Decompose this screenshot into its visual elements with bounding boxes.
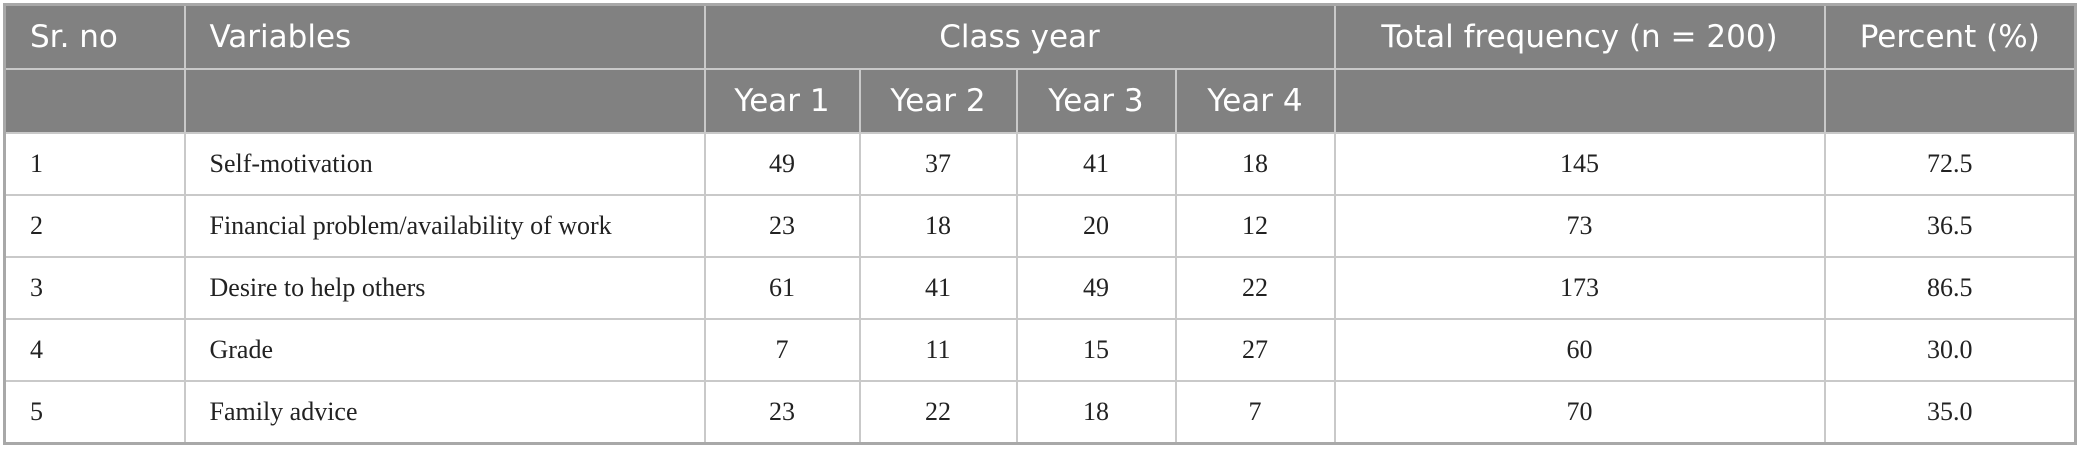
header-cell: Class year <box>703 3 1336 70</box>
table-cell: 18 <box>1174 132 1336 196</box>
table-cell: 18 <box>1015 380 1177 445</box>
table-cell: 15 <box>1015 318 1177 382</box>
header-cell: Year 3 <box>1015 68 1177 134</box>
table-cell: 73 <box>1333 194 1826 258</box>
table-row: 3 Desire to help others 61 41 49 22 173 86.5 <box>3 256 2077 320</box>
page: Sr. no Variables Class year Total freque… <box>0 3 2077 454</box>
header-cell: Year 4 <box>1174 68 1336 134</box>
table-cell: 4 <box>3 318 186 382</box>
table-cell: 60 <box>1333 318 1826 382</box>
table-cell: 72.5 <box>1823 132 2077 196</box>
table-cell: 11 <box>858 318 1018 382</box>
table-cell: 7 <box>703 318 861 382</box>
table-row: 1 Self-motivation 49 37 41 18 145 72.5 <box>3 132 2077 196</box>
table-row: 2 Financial problem/availability of work 2… <box>3 194 2077 258</box>
header-cell <box>1333 68 1826 134</box>
header-cell <box>1823 68 2077 134</box>
header-cell: Percent (%) <box>1823 3 2077 70</box>
table-cell: Financial problem/availability of work <box>183 194 706 258</box>
table-cell: 49 <box>703 132 861 196</box>
header-cell <box>3 68 186 134</box>
table-cell: 12 <box>1174 194 1336 258</box>
table-cell: 173 <box>1333 256 1826 320</box>
table-cell: 3 <box>3 256 186 320</box>
table-cell: 41 <box>858 256 1018 320</box>
table-cell: Desire to help others <box>183 256 706 320</box>
table-cell: 86.5 <box>1823 256 2077 320</box>
table-cell: 61 <box>703 256 861 320</box>
table-cell: 30.0 <box>1823 318 2077 382</box>
table-cell: 1 <box>3 132 186 196</box>
table-cell: 7 <box>1174 380 1336 445</box>
table-cell: 27 <box>1174 318 1336 382</box>
table-row: 4 Grade 7 11 15 27 60 30.0 <box>3 318 2077 382</box>
table-cell: Family advice <box>183 380 706 445</box>
table-cell: Self-motivation <box>183 132 706 196</box>
data-table: Sr. no Variables Class year Total freque… <box>3 3 2077 445</box>
header-cell: Year 2 <box>858 68 1018 134</box>
header-cell: Year 1 <box>703 68 861 134</box>
table-cell: 70 <box>1333 380 1826 445</box>
header-cell: Sr. no <box>3 3 186 70</box>
table-row: 5 Family advice 23 22 18 7 70 35.0 <box>3 380 2077 445</box>
table-cell: 22 <box>1174 256 1336 320</box>
table-cell: 2 <box>3 194 186 258</box>
table-cell: 22 <box>858 380 1018 445</box>
table-cell: 23 <box>703 380 861 445</box>
table-cell: Grade <box>183 318 706 382</box>
table-cell: 18 <box>858 194 1018 258</box>
table-cell: 5 <box>3 380 186 445</box>
table-cell: 35.0 <box>1823 380 2077 445</box>
table-cell: 37 <box>858 132 1018 196</box>
table-cell: 41 <box>1015 132 1177 196</box>
table-cell: 23 <box>703 194 861 258</box>
header-cell <box>183 68 706 134</box>
header-cell: Total frequency (n = 200) <box>1333 3 1826 70</box>
header-cell: Variables <box>183 3 706 70</box>
table-cell: 36.5 <box>1823 194 2077 258</box>
table-cell: 49 <box>1015 256 1177 320</box>
table-cell: 20 <box>1015 194 1177 258</box>
table-cell: 145 <box>1333 132 1826 196</box>
